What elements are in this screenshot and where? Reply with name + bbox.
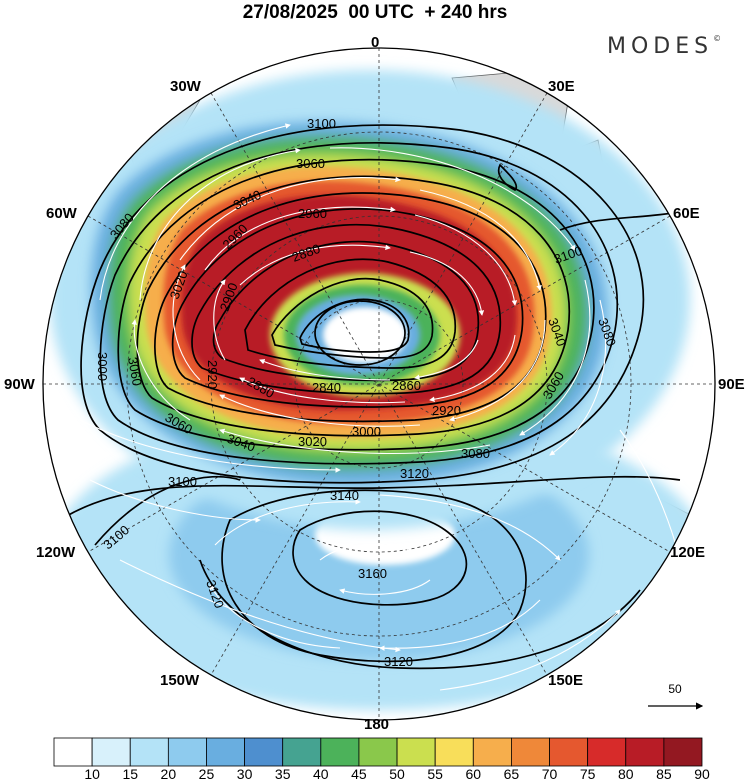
colorbar-swatch bbox=[472, 737, 512, 767]
lon-label-30e: 30E bbox=[548, 78, 575, 95]
lon-label-150w: 150W bbox=[160, 672, 200, 689]
colorbar-swatch bbox=[244, 737, 284, 767]
colorbar-swatch bbox=[549, 737, 589, 767]
colorbar-tick-label: 80 bbox=[617, 766, 634, 782]
colorbar-tick-label: 10 bbox=[84, 766, 100, 782]
colorbar-tick-label: 30 bbox=[236, 766, 253, 782]
colorbar-tick-label: 60 bbox=[465, 766, 482, 782]
colorbar-tick-label: 40 bbox=[313, 766, 329, 782]
colorbar-tick-label: 15 bbox=[122, 766, 139, 782]
contour-label: 3120 bbox=[400, 466, 429, 481]
colorbar-swatch bbox=[511, 737, 550, 767]
contour-label: 2840 bbox=[312, 380, 341, 395]
colorbar-tick-label: 85 bbox=[656, 766, 672, 782]
wind-speed-shading bbox=[49, 70, 709, 710]
contour-label: 2920 bbox=[432, 403, 461, 418]
graticule bbox=[43, 48, 715, 720]
map-border bbox=[42, 47, 716, 721]
contour-label: 2960 bbox=[298, 206, 327, 221]
geopotential-contours bbox=[59, 124, 691, 670]
colorbar-swatch bbox=[587, 737, 627, 767]
colorbar-swatch bbox=[396, 737, 436, 767]
contour-label: 3100 bbox=[168, 474, 197, 489]
modes-logo: MODES© bbox=[607, 34, 721, 59]
colorbar bbox=[53, 737, 703, 767]
brand-text: MODES bbox=[607, 34, 714, 59]
contour-label: 3000 bbox=[95, 352, 110, 381]
lon-label-120e: 120E bbox=[670, 544, 706, 561]
colorbar-tick-label: 55 bbox=[427, 766, 443, 782]
colorbar-tick-label: 75 bbox=[579, 766, 596, 782]
colorbar-tick-label: 70 bbox=[541, 766, 558, 782]
colorbar-tick-label: 25 bbox=[198, 766, 215, 782]
contour-label: 3080 bbox=[461, 446, 490, 461]
colorbar-swatch bbox=[91, 737, 131, 767]
colorbar-tick-label: 35 bbox=[274, 766, 291, 782]
colorbar-tick-label: 50 bbox=[389, 766, 405, 782]
contour-label: 3060 bbox=[125, 356, 145, 387]
copyright-mark: © bbox=[713, 34, 722, 43]
contour-label: 3100 bbox=[307, 116, 336, 131]
lon-label-0: 0 bbox=[371, 34, 380, 51]
lon-label-90e: 90E bbox=[718, 376, 745, 393]
map-title: 27/08/2025 00 UTC + 240 hrs bbox=[242, 2, 508, 23]
contour-label: 3000 bbox=[352, 424, 381, 439]
wind-streamlines bbox=[79, 123, 682, 691]
colorbar-tick-label: 90 bbox=[694, 766, 710, 782]
colorbar-swatch bbox=[434, 737, 474, 767]
lon-label-120w: 120W bbox=[36, 544, 76, 561]
lon-label-60w: 60W bbox=[46, 205, 77, 222]
lon-label-60e: 60E bbox=[673, 205, 700, 222]
contour-label: 2920 bbox=[205, 360, 220, 389]
contour-label: 3140 bbox=[330, 488, 359, 503]
colorbar-swatch bbox=[53, 737, 93, 767]
colorbar-swatch bbox=[320, 737, 360, 767]
map-disk bbox=[43, 48, 715, 720]
contour-label: 3120 bbox=[384, 654, 413, 669]
vector-scale-label: 50 bbox=[668, 682, 682, 696]
colorbar-swatch bbox=[129, 737, 169, 767]
contour-label: 3160 bbox=[358, 566, 387, 581]
colorbar-swatch bbox=[625, 737, 665, 767]
colorbar-ticks: 10 15 20 25 30 35 40 45 50 55 60 65 70 75 80 85 90 bbox=[0, 766, 750, 782]
contour-label: 3020 bbox=[298, 434, 327, 449]
colorbar-swatch bbox=[282, 737, 322, 767]
lon-label-150e: 150E bbox=[548, 672, 584, 689]
lon-label-180: 180 bbox=[364, 716, 390, 733]
contour-label: 3060 bbox=[296, 156, 325, 171]
contour-label: 2860 bbox=[392, 378, 421, 393]
colorbar-tick-label: 65 bbox=[503, 766, 520, 782]
colorbar-swatch bbox=[206, 737, 245, 767]
colorbar-swatch bbox=[167, 737, 207, 767]
colorbar-tick-label: 20 bbox=[160, 766, 177, 782]
colorbar-tick-label: 45 bbox=[351, 766, 367, 782]
lon-label-90w: 90W bbox=[4, 376, 35, 393]
colorbar-swatch bbox=[358, 737, 398, 767]
lon-label-30w: 30W bbox=[170, 78, 201, 95]
colorbar-swatch bbox=[663, 737, 703, 767]
